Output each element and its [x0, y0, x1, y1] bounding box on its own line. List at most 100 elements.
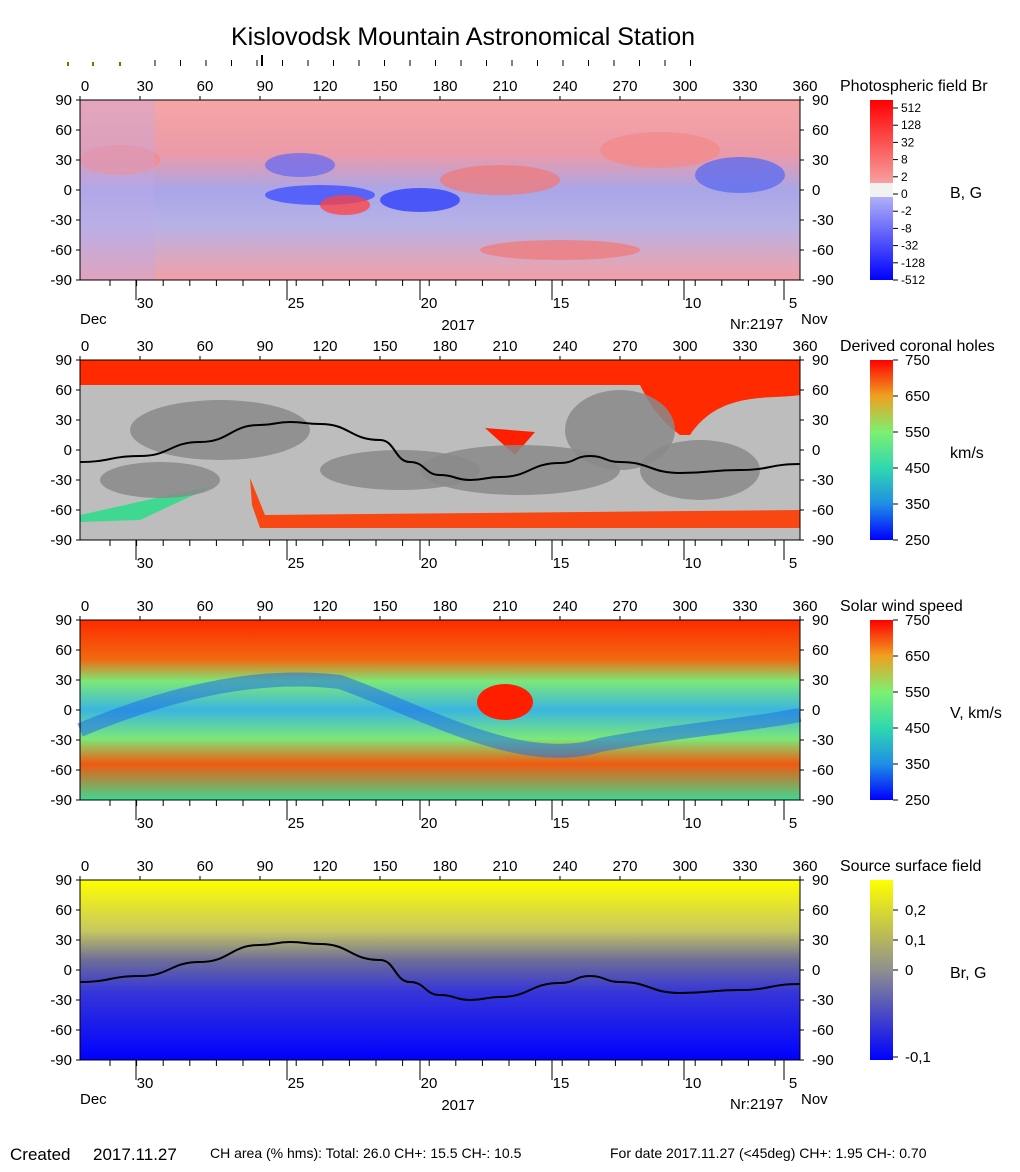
latitude-tick-label-left: -90: [50, 272, 72, 289]
latitude-tick-label-right: 60: [812, 902, 829, 919]
latitude-tick-label-left: -60: [50, 1022, 72, 1039]
footer-created-date: 2017.11.27: [93, 1145, 177, 1164]
slow-wind-band: [77, 672, 802, 758]
colorbar-label: 550: [905, 684, 930, 701]
date-month-right: Nov: [801, 1091, 828, 1108]
carrington-rotation: Nr:2197: [730, 1096, 783, 1113]
latitude-tick-label-left: 0: [64, 442, 72, 459]
latitude-tick-label-left: 60: [55, 902, 72, 919]
data-gap-shade: [80, 100, 155, 280]
date-tick-label: 15: [553, 555, 570, 572]
colorbar-label: 2: [901, 170, 908, 184]
date-tick-label: 15: [553, 1075, 570, 1092]
latitude-tick-label-right: 30: [812, 672, 829, 689]
longitude-tick-label: 240: [552, 598, 577, 615]
latitude-tick-label-left: 90: [55, 872, 72, 889]
longitude-tick-label: 60: [197, 858, 214, 875]
south-coronal-hole: [250, 478, 800, 528]
date-tick-label: 15: [553, 815, 570, 832]
date-tick-label: 20: [421, 555, 438, 572]
central-coronal-hole: [485, 428, 535, 455]
carrington-rotation: Nr:2197: [730, 316, 783, 333]
field-patch: [440, 165, 560, 195]
longitude-tick-label: 330: [732, 598, 757, 615]
latitude-tick-label-left: 30: [55, 412, 72, 429]
longitude-tick-label: 270: [612, 858, 637, 875]
colorbar-label: 550: [905, 424, 930, 441]
date-month-right: Nov: [801, 311, 828, 328]
latitude-tick-label-right: 30: [812, 152, 829, 169]
field-patch: [695, 157, 785, 193]
date-tick-label: 25: [288, 815, 305, 832]
date-tick-label: 30: [137, 815, 154, 832]
colorbar-label: 650: [905, 648, 930, 665]
latitude-tick-label-right: 90: [812, 92, 829, 109]
latitude-tick-label-right: 90: [812, 352, 829, 369]
latitude-tick-label-right: -90: [812, 272, 834, 289]
latitude-tick-label-right: 30: [812, 932, 829, 949]
latitude-tick-label-right: 90: [812, 872, 829, 889]
longitude-tick-label: 120: [312, 338, 337, 355]
longitude-tick-label: 60: [197, 338, 214, 355]
longitude-tick-label: 270: [612, 338, 637, 355]
colorbar-label: 8: [901, 153, 908, 167]
colorbar: [870, 100, 893, 280]
footer-for-date: For date 2017.11.27 (<45deg) CH+: 1.95 C…: [610, 1145, 927, 1161]
longitude-tick-label: 0: [81, 338, 89, 355]
colorbar-label: -128: [901, 256, 925, 270]
shaded-region: [100, 462, 220, 498]
longitude-tick-label: 180: [432, 78, 457, 95]
date-tick-label: 15: [553, 295, 570, 312]
latitude-tick-label-right: -30: [812, 992, 834, 1009]
colorbar-label: -0,1: [905, 1049, 931, 1066]
date-year: 2017: [441, 317, 474, 334]
longitude-tick-label: 180: [432, 338, 457, 355]
colorbar-label: 450: [905, 720, 930, 737]
date-tick-label: 5: [789, 815, 797, 832]
field-patch: [380, 188, 460, 212]
date-tick-label: 25: [288, 1075, 305, 1092]
longitude-tick-label: 150: [372, 598, 397, 615]
latitude-tick-label-right: -30: [812, 732, 834, 749]
neutral-line: [79, 940, 801, 1002]
latitude-tick-label-right: -60: [812, 1022, 834, 1039]
longitude-tick-label: 60: [197, 78, 214, 95]
latitude-tick-label-right: 60: [812, 122, 829, 139]
latitude-tick-label-right: -60: [812, 242, 834, 259]
date-year: 2017: [441, 1097, 474, 1114]
date-tick-label: 30: [137, 1075, 154, 1092]
longitude-tick-label: 0: [81, 78, 89, 95]
latitude-tick-label-right: 0: [812, 962, 820, 979]
latitude-tick-label-right: 60: [812, 382, 829, 399]
latitude-tick-label-left: 90: [55, 612, 72, 629]
latitude-tick-label-left: -60: [50, 502, 72, 519]
colorbar-label: 250: [905, 792, 930, 809]
date-month-left: Dec: [80, 311, 107, 328]
longitude-tick-label: 120: [312, 858, 337, 875]
figure-title: Kislovodsk Mountain Astronomical Station: [231, 23, 695, 51]
date-tick-label: 20: [421, 295, 438, 312]
latitude-tick-label-right: 90: [812, 612, 829, 629]
longitude-tick-label: 330: [732, 338, 757, 355]
date-tick-label: 30: [137, 295, 154, 312]
date-tick-label: 10: [685, 555, 702, 572]
latitude-tick-label-left: 0: [64, 182, 72, 199]
colorbar-label: 750: [905, 612, 930, 629]
colorbar-label: 350: [905, 496, 930, 513]
colorbar-label: 350: [905, 756, 930, 773]
map-background: [80, 620, 800, 800]
longitude-tick-label: 30: [137, 858, 154, 875]
longitude-tick-label: 300: [672, 598, 697, 615]
longitude-tick-label: 30: [137, 78, 154, 95]
colorbar-unit: B, G: [950, 185, 982, 202]
longitude-tick-label: 30: [137, 338, 154, 355]
colorbar-label: 0,1: [905, 932, 926, 949]
latitude-tick-label-right: -90: [812, 792, 834, 809]
longitude-tick-label: 150: [372, 338, 397, 355]
longitude-tick-label: 210: [492, 598, 517, 615]
longitude-tick-label: 210: [492, 338, 517, 355]
date-tick-label: 5: [789, 555, 797, 572]
longitude-tick-label: 240: [552, 78, 577, 95]
